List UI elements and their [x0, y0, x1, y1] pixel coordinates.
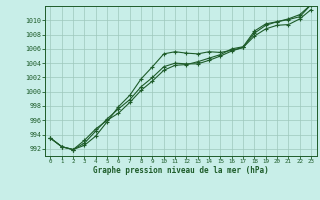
- X-axis label: Graphe pression niveau de la mer (hPa): Graphe pression niveau de la mer (hPa): [93, 166, 269, 175]
